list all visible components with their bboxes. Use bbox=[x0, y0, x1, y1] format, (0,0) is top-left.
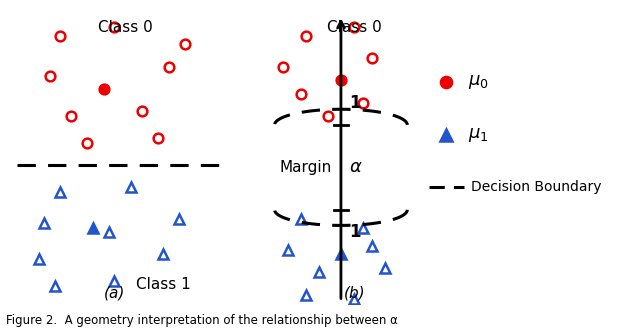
Text: Class 0: Class 0 bbox=[98, 20, 153, 35]
Text: (a): (a) bbox=[104, 285, 125, 300]
Text: Class 1: Class 1 bbox=[136, 278, 191, 292]
Text: Figure 2.  A geometry interpretation of the relationship between α: Figure 2. A geometry interpretation of t… bbox=[6, 314, 398, 327]
Text: $\mu_1$: $\mu_1$ bbox=[467, 126, 488, 144]
Text: Decision Boundary: Decision Boundary bbox=[471, 181, 602, 194]
Text: $\mu_0$: $\mu_0$ bbox=[467, 73, 488, 91]
Text: 1: 1 bbox=[349, 93, 360, 112]
Text: 1: 1 bbox=[349, 223, 360, 241]
Text: $\alpha$: $\alpha$ bbox=[349, 158, 362, 176]
Text: Class 0: Class 0 bbox=[327, 20, 381, 35]
Text: (b): (b) bbox=[344, 285, 365, 300]
Text: Margin: Margin bbox=[280, 160, 332, 175]
